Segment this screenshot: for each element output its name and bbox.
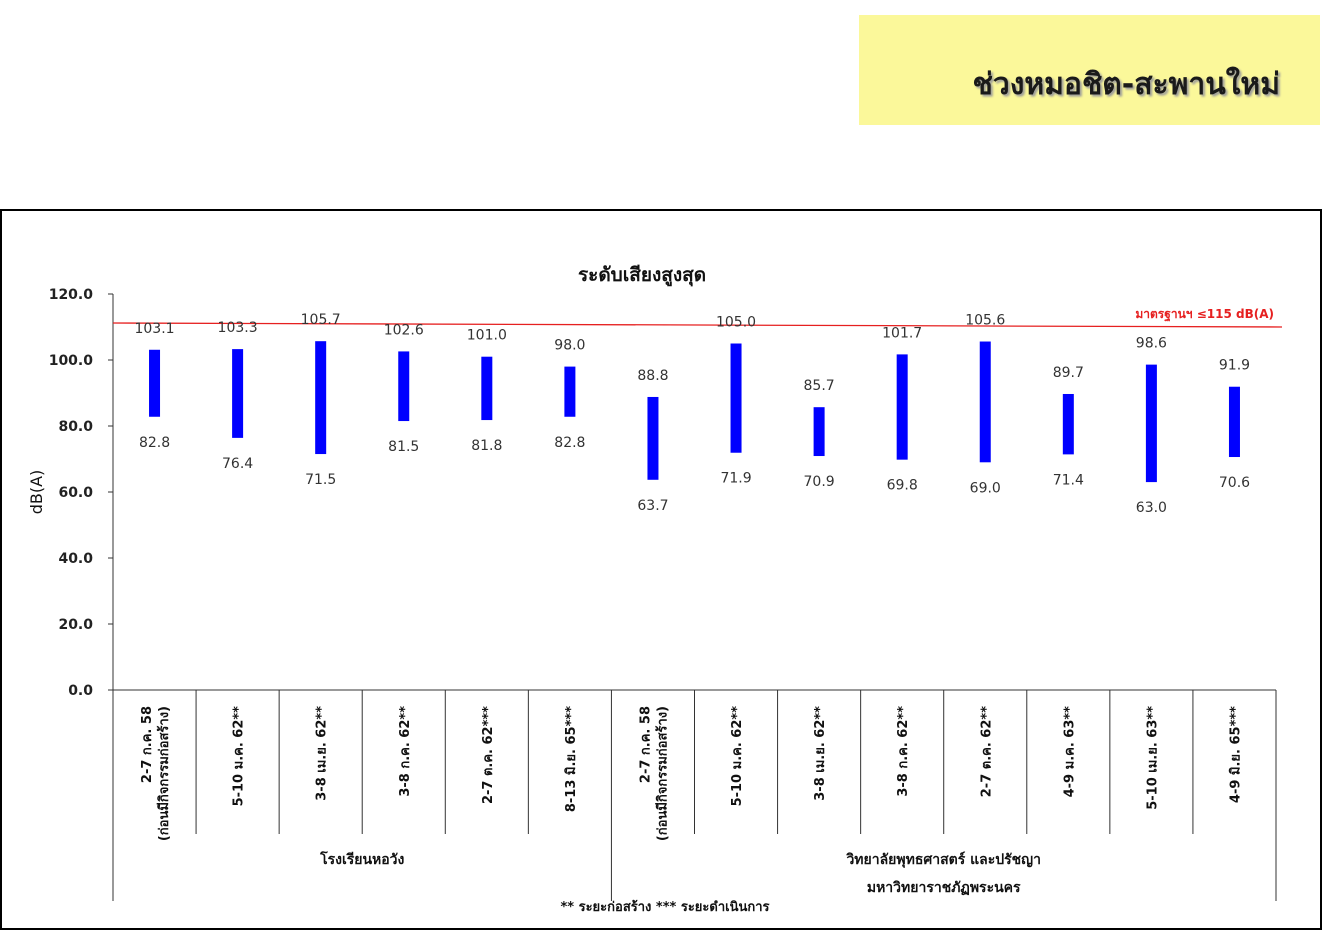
range-bar <box>730 343 742 453</box>
x-category-label: 3-8 ก.ค. 62** <box>398 706 413 797</box>
x-category-label: 3-8 เม.ย. 62** <box>813 706 828 801</box>
footnote: ** ระยะก่อสร้าง *** ระยะดำเนินการ <box>560 899 769 915</box>
x-category-label: 3-8 ก.ค. 62** <box>896 706 911 797</box>
x-category-label: 3-8 เม.ย. 62** <box>315 706 330 801</box>
y-tick-label: 80.0 <box>58 419 93 435</box>
min-value-label: 63.0 <box>1136 500 1167 516</box>
x-category-label: (ก่อนมีกิจกรรมก่อสร้าง) <box>654 706 670 841</box>
min-value-label: 63.7 <box>637 498 668 514</box>
y-tick-label: 20.0 <box>58 617 93 633</box>
min-value-label: 69.0 <box>970 480 1001 496</box>
max-value-label: 91.9 <box>1219 358 1250 374</box>
min-value-label: 71.9 <box>720 471 751 487</box>
min-value-label: 81.8 <box>471 438 502 454</box>
x-category-label: 2-7 ต.ค. 62*** <box>481 706 496 804</box>
x-category-label: 4-9 มิ.ย. 65*** <box>1228 706 1243 803</box>
max-value-label: 105.6 <box>965 313 1005 329</box>
min-value-label: 82.8 <box>139 435 170 451</box>
min-value-label: 70.6 <box>1219 475 1250 491</box>
y-tick-label: 100.0 <box>49 353 94 369</box>
page-title: ช่วงหมอชิต-สะพานใหม่ <box>972 67 1280 102</box>
min-value-label: 81.5 <box>388 439 419 455</box>
max-value-label: 101.0 <box>467 328 507 344</box>
max-value-label: 88.8 <box>637 368 668 384</box>
max-value-label: 89.7 <box>1053 365 1084 381</box>
x-category-label: 2-7 ก.ค. 58 <box>638 706 653 783</box>
min-value-label: 82.8 <box>554 435 585 451</box>
range-bar <box>1228 386 1240 458</box>
x-category-label: 4-9 ม.ค. 63** <box>1062 706 1077 798</box>
range-bar <box>481 356 493 421</box>
max-value-label: 98.0 <box>554 338 585 354</box>
header-banner: ช่วงหมอชิต-สะพานใหม่ <box>859 15 1320 125</box>
group-label: โรงเรียนหอวัง <box>319 850 404 868</box>
x-category-label: 5-10 เม.ย. 63** <box>1145 706 1160 810</box>
max-value-label: 98.6 <box>1136 336 1167 352</box>
range-bar <box>149 349 161 417</box>
min-value-label: 71.4 <box>1053 472 1084 488</box>
max-value-label: 105.7 <box>301 312 341 328</box>
group-label: วิทยาลัยพุทธศาสตร์ และปรัชญา <box>845 851 1041 868</box>
x-category-label: 8-13 มิ.ย. 65*** <box>564 706 579 812</box>
chart-canvas: ระดับเสียงสูงสุด dB(A) 0.0 20.0 40.0 60.0 80.0… <box>27 264 1283 915</box>
x-category-label: 5-10 ม.ค. 62** <box>232 706 247 807</box>
range-bar <box>1062 393 1074 455</box>
y-tick-label: 0.0 <box>68 683 93 699</box>
max-value-label: 105.0 <box>716 315 756 331</box>
x-category-label: 2-7 ต.ค. 62** <box>979 706 994 797</box>
y-tick-label: 120.0 <box>49 287 94 303</box>
range-bar <box>979 341 991 463</box>
min-value-label: 69.8 <box>887 478 918 494</box>
range-bar <box>232 349 244 438</box>
range-bar <box>564 366 576 417</box>
x-category-label: (ก่อนมีกิจกรรมก่อสร้าง) <box>156 706 172 841</box>
min-value-label: 76.4 <box>222 456 253 472</box>
range-bar <box>1145 364 1157 483</box>
standard-label: มาตรฐานฯ ≤115 dB(A) <box>1135 307 1274 322</box>
range-bar <box>398 351 410 422</box>
max-value-label: 102.6 <box>384 322 424 338</box>
standard-line <box>112 322 1283 328</box>
y-axis-label: dB(A) <box>27 470 46 515</box>
range-bar <box>813 407 825 457</box>
max-value-label: 103.3 <box>218 320 258 336</box>
min-value-label: 70.9 <box>804 474 835 490</box>
range-bar <box>315 341 327 455</box>
range-bar <box>647 396 659 480</box>
max-value-label: 101.7 <box>882 325 922 341</box>
min-value-label: 71.5 <box>305 472 336 488</box>
chart-title: ระดับเสียงสูงสุด <box>578 264 706 287</box>
group-label: มหาวิทยาราชภัฏพระนคร <box>867 880 1021 896</box>
max-value-label: 103.1 <box>134 321 174 337</box>
y-tick-label: 60.0 <box>58 485 93 501</box>
y-tick-label: 40.0 <box>58 551 93 567</box>
x-category-label: 2-7 ก.ค. 58 <box>140 706 155 783</box>
x-category-label: 5-10 ม.ค. 62** <box>730 706 745 807</box>
range-bar <box>896 354 908 460</box>
max-value-label: 85.7 <box>804 378 835 394</box>
chart-frame: ระดับเสียงสูงสุด dB(A) 0.0 20.0 40.0 60.0 80.0… <box>0 209 1322 930</box>
